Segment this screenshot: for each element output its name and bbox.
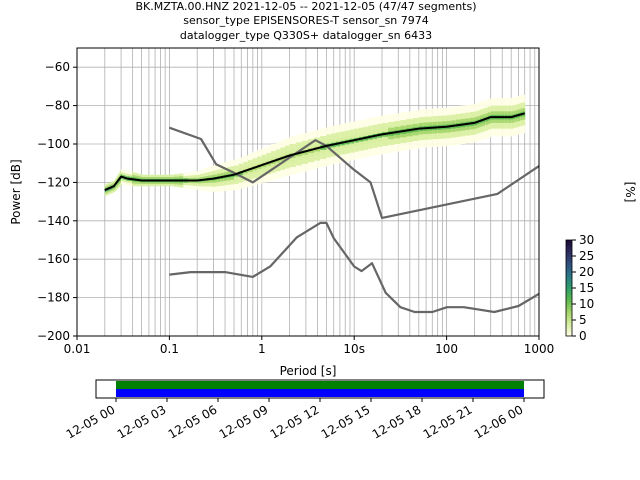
chart-title-line-2: sensor_type EPISENSORES-T sensor_sn 7974 bbox=[183, 14, 429, 27]
colorbar-tick-label: 25 bbox=[579, 249, 594, 263]
x-tick-label: 0.01 bbox=[64, 342, 91, 356]
x-axis-label: Period [s] bbox=[280, 364, 337, 378]
colorbar-tick-label: 0 bbox=[579, 329, 587, 343]
timeline-tick-label: 12-05 12 bbox=[268, 402, 322, 441]
y-tick-label: −180 bbox=[37, 291, 70, 305]
psd-plot-area: 0.01 0.1 1 10s 100 1000 −60 −80 −100 −120 −140 −16… bbox=[9, 47, 555, 378]
colorbar-tick-label: 10 bbox=[579, 297, 594, 311]
timeline-tick-label: 12-05 00 bbox=[64, 402, 118, 441]
x-tick-label: 10s bbox=[343, 342, 365, 356]
colorbar-tick-label: 20 bbox=[579, 265, 594, 279]
noise-model-low-line bbox=[169, 221, 539, 314]
coverage-bar bbox=[116, 389, 524, 397]
colorbar-gradient bbox=[565, 239, 573, 337]
y-axis-label: Power [dB] bbox=[9, 159, 23, 224]
colorbar: 0 5 10 15 20 25 30 [%] bbox=[565, 182, 637, 343]
plot-frame bbox=[76, 47, 540, 337]
y-tick-label: −200 bbox=[37, 329, 70, 343]
y-tick-label: −140 bbox=[37, 214, 70, 228]
colorbar-tick-label: 5 bbox=[579, 313, 587, 327]
y-tick-label: −80 bbox=[45, 99, 70, 113]
timeline-tick-label: 12-05 15 bbox=[319, 402, 373, 441]
timeline-tick-label: 12-05 09 bbox=[217, 402, 271, 441]
y-axis-ticks: −60 −80 −100 −120 −140 −160 −180 −200 bbox=[37, 60, 77, 343]
y-tick-label: −120 bbox=[37, 175, 70, 189]
colorbar-ticks: 0 5 10 15 20 25 30 bbox=[572, 233, 594, 343]
noise-model-high-line bbox=[169, 126, 539, 219]
mean-line bbox=[104, 112, 525, 192]
series-lines bbox=[104, 112, 539, 314]
chart-title-line-1: BK.MZTA.00.HNZ 2021-12-05 -- 2021-12-05 … bbox=[135, 0, 476, 13]
x-axis-ticks: 0.01 0.1 1 10s 100 1000 bbox=[64, 336, 555, 356]
x-tick-label: 0.1 bbox=[160, 342, 179, 356]
timeline-tick-label: 12-06 00 bbox=[472, 402, 526, 441]
x-tick-label: 1000 bbox=[524, 342, 555, 356]
y-tick-label: −60 bbox=[45, 60, 70, 74]
timeline-tick-label: 12-05 18 bbox=[370, 402, 424, 441]
x-tick-label: 1 bbox=[258, 342, 266, 356]
plot-background bbox=[77, 48, 539, 336]
colorbar-tick-label: 30 bbox=[579, 233, 594, 247]
colorbar-tick-label: 15 bbox=[579, 281, 594, 295]
timeline-tick-label: 12-05 03 bbox=[115, 402, 169, 441]
y-tick-label: −100 bbox=[37, 137, 70, 151]
timeline-tick-label: 12-05 21 bbox=[421, 402, 475, 441]
chart-title-line-3: datalogger_type Q330S+ datalogger_sn 643… bbox=[180, 29, 432, 42]
x-tick-label: 100 bbox=[435, 342, 458, 356]
coverage-bars bbox=[116, 381, 524, 397]
timeline-tick-label: 12-05 06 bbox=[166, 402, 220, 441]
y-tick-label: −160 bbox=[37, 252, 70, 266]
coverage-bar bbox=[116, 381, 524, 389]
colorbar-label: [%] bbox=[623, 182, 637, 203]
